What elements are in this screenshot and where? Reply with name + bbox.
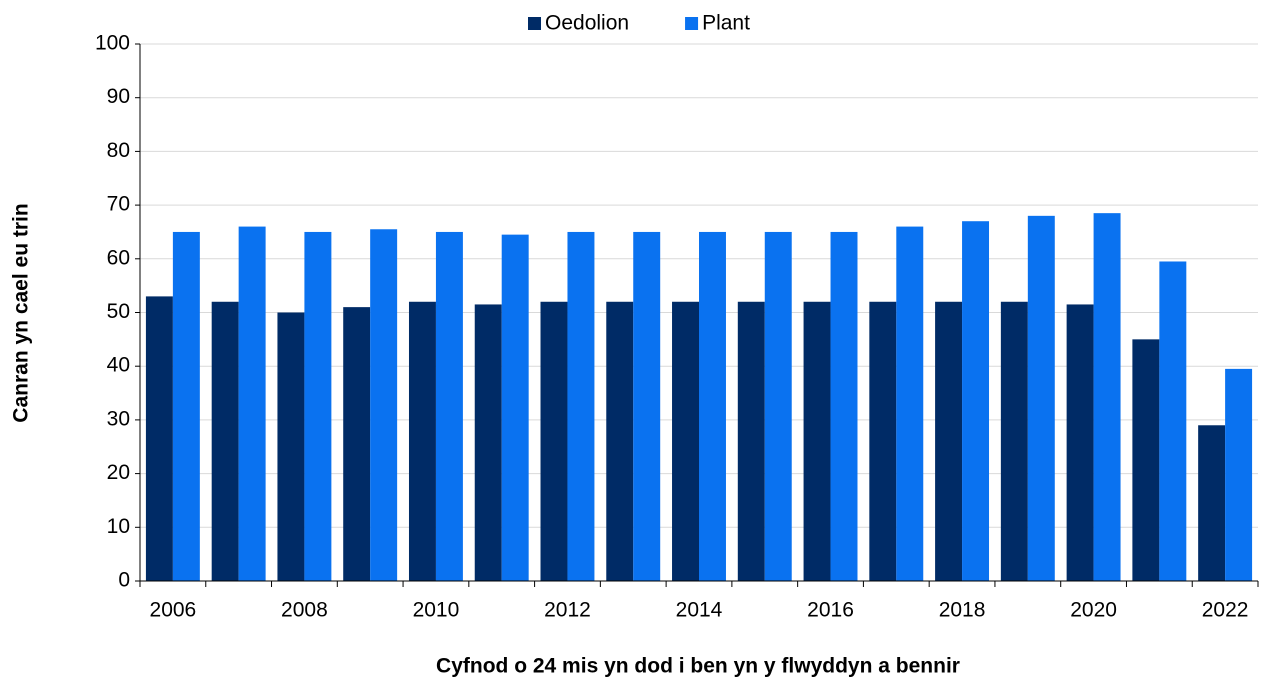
bar [962, 221, 990, 581]
bar [211, 301, 239, 581]
bar [606, 301, 634, 581]
bar [501, 234, 529, 581]
y-tick-label: 30 [107, 407, 130, 430]
y-tick-label: 10 [107, 515, 130, 538]
x-tick-label: 2018 [939, 599, 986, 622]
legend-swatch [528, 17, 541, 30]
bar [935, 301, 963, 581]
bar [1225, 368, 1253, 581]
bar [474, 304, 502, 581]
y-tick-label: 40 [107, 354, 130, 377]
bar [1027, 215, 1055, 581]
y-tick-label: 60 [107, 246, 130, 269]
y-tick-label: 100 [95, 32, 130, 55]
bar [277, 312, 305, 581]
y-tick-label: 20 [107, 461, 130, 484]
bar [1159, 261, 1187, 581]
bar [238, 226, 266, 581]
bar [1093, 213, 1121, 581]
legend-label: Plant [702, 12, 750, 35]
x-tick-label: 2008 [281, 599, 328, 622]
x-tick-label: 2016 [807, 599, 854, 622]
x-tick-label: 2022 [1202, 599, 1249, 622]
bar [896, 226, 924, 581]
bar [1198, 425, 1226, 581]
bar [869, 301, 897, 581]
bar [408, 301, 436, 581]
bar [672, 301, 699, 581]
bar [737, 301, 765, 581]
bar [1066, 304, 1094, 581]
bar [145, 296, 173, 581]
bar [803, 301, 831, 581]
x-tick-label: 2012 [544, 599, 591, 622]
x-tick-label: 2010 [413, 599, 460, 622]
bar [699, 231, 726, 581]
bar [633, 231, 661, 581]
bar [764, 231, 792, 581]
x-tick-label: 2006 [150, 599, 197, 622]
y-axis-title: Canran yn cael eu trin [10, 203, 33, 422]
y-tick-label: 70 [107, 193, 130, 216]
y-tick-label: 0 [118, 569, 130, 592]
bar [830, 231, 858, 581]
legend-label: Oedolion [545, 12, 629, 35]
y-tick-label: 90 [107, 85, 130, 108]
bar [540, 301, 568, 581]
x-axis-title: Cyfnod o 24 mis yn dod i ben yn y flwydd… [436, 655, 960, 678]
bar [1132, 339, 1160, 581]
bar [172, 231, 200, 581]
bar [343, 307, 371, 581]
bar [567, 231, 595, 581]
x-tick-label: 2020 [1070, 599, 1117, 622]
legend-swatch [685, 17, 699, 30]
y-tick-label: 50 [107, 300, 130, 323]
y-tick-label: 80 [107, 139, 130, 162]
bar [304, 231, 332, 581]
bar [1000, 301, 1028, 581]
x-tick-label: 2014 [676, 599, 723, 622]
bar [435, 231, 463, 581]
bar [370, 229, 398, 581]
